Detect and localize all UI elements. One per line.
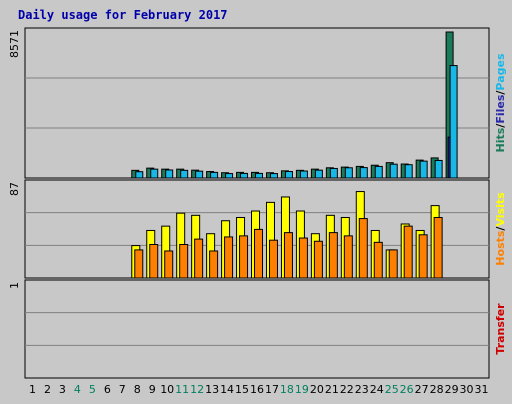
day-label: 1	[29, 383, 36, 396]
pages-bar	[389, 163, 398, 179]
day-label: 13	[205, 383, 219, 396]
day-label: 8	[134, 383, 141, 396]
pages-bar	[284, 171, 293, 179]
pages-bar	[255, 172, 264, 179]
hosts-bar	[268, 239, 278, 279]
day-label: 20	[310, 383, 324, 396]
hosts-bar	[149, 244, 159, 279]
hosts-bar	[194, 238, 204, 279]
day-label: 10	[160, 383, 174, 396]
pages-bar	[195, 170, 204, 179]
day-label: 19	[295, 383, 309, 396]
y-axis-max-label: 87	[8, 182, 21, 196]
pages-bar	[150, 168, 159, 179]
pages-bar	[404, 164, 413, 179]
pages-bar	[359, 167, 368, 179]
legend-hosts-visits: Hosts/Visits	[494, 192, 507, 266]
hosts-bar	[433, 216, 443, 279]
hosts-bar	[298, 237, 308, 279]
pages-bar	[419, 160, 428, 179]
y-axis-max-label: 8571	[8, 30, 21, 58]
hosts-bar	[418, 234, 428, 279]
legend-sep: /	[494, 90, 507, 95]
y-axis-max-label: 1	[8, 282, 21, 289]
day-label: 27	[415, 383, 429, 396]
legend-hits-files-pages: Hits/Files/Pages	[494, 53, 507, 152]
hosts-bar	[373, 241, 383, 279]
day-label: 29	[445, 383, 459, 396]
hosts-bar	[328, 232, 338, 279]
hosts-bar	[209, 250, 219, 279]
pages-bar	[299, 170, 308, 179]
legend-files: Files	[494, 94, 507, 124]
hosts-bar	[403, 225, 413, 279]
panel-frame-1	[24, 27, 490, 179]
day-label: 4	[74, 383, 81, 396]
hosts-bar	[164, 250, 174, 279]
legend-transfer: Transfer	[494, 303, 507, 355]
day-label: 12	[190, 383, 204, 396]
legend-hits: Hits	[494, 127, 507, 152]
hosts-bar	[343, 235, 353, 279]
day-label: 3	[59, 383, 66, 396]
hosts-bar	[224, 236, 234, 279]
hosts-bar	[358, 218, 368, 279]
pages-bar	[240, 172, 249, 179]
chart-title: Daily usage for February 2017	[18, 8, 228, 22]
legend-sep: /	[494, 123, 507, 128]
pages-bar	[165, 169, 174, 179]
pages-bar	[314, 169, 323, 179]
day-label: 17	[265, 383, 279, 396]
pages-bar	[374, 165, 383, 179]
legend-hosts: Hosts	[494, 230, 507, 266]
hosts-bar	[283, 232, 293, 279]
day-label: 24	[370, 383, 384, 396]
day-label: 5	[89, 383, 96, 396]
pages-bar	[180, 169, 189, 179]
day-label: 31	[475, 383, 489, 396]
hosts-bar	[239, 235, 249, 279]
pages-bar	[329, 167, 338, 179]
day-label: 30	[460, 383, 474, 396]
hosts-bar	[388, 249, 398, 279]
pages-bar	[210, 171, 219, 179]
day-label: 2	[44, 383, 51, 396]
pages-bar	[434, 159, 443, 179]
day-label: 18	[280, 383, 294, 396]
day-label: 15	[235, 383, 249, 396]
day-label: 9	[149, 383, 156, 396]
day-label: 23	[355, 383, 369, 396]
day-label: 25	[385, 383, 399, 396]
hosts-bar	[179, 244, 189, 279]
day-label: 11	[175, 383, 189, 396]
pages-bar	[225, 173, 234, 179]
day-label: 22	[340, 383, 354, 396]
legend-transfer: Transfer	[494, 303, 507, 355]
pages-bar	[344, 167, 353, 179]
pages-bar	[135, 171, 144, 179]
day-label: 14	[220, 383, 234, 396]
day-label: 6	[104, 383, 111, 396]
pages-bar	[269, 173, 278, 179]
panel-frame-3	[24, 279, 490, 379]
day-label: 28	[430, 383, 444, 396]
hosts-bar	[254, 228, 264, 279]
legend-sep: /	[494, 226, 507, 231]
day-label: 21	[325, 383, 339, 396]
hosts-bar	[313, 240, 323, 279]
day-label: 26	[400, 383, 414, 396]
pages-bar	[449, 65, 458, 179]
day-label: 7	[119, 383, 126, 396]
hosts-bar	[134, 249, 144, 279]
legend-pages: Pages	[494, 53, 507, 91]
legend-visits: Visits	[494, 192, 507, 227]
day-label: 16	[250, 383, 264, 396]
